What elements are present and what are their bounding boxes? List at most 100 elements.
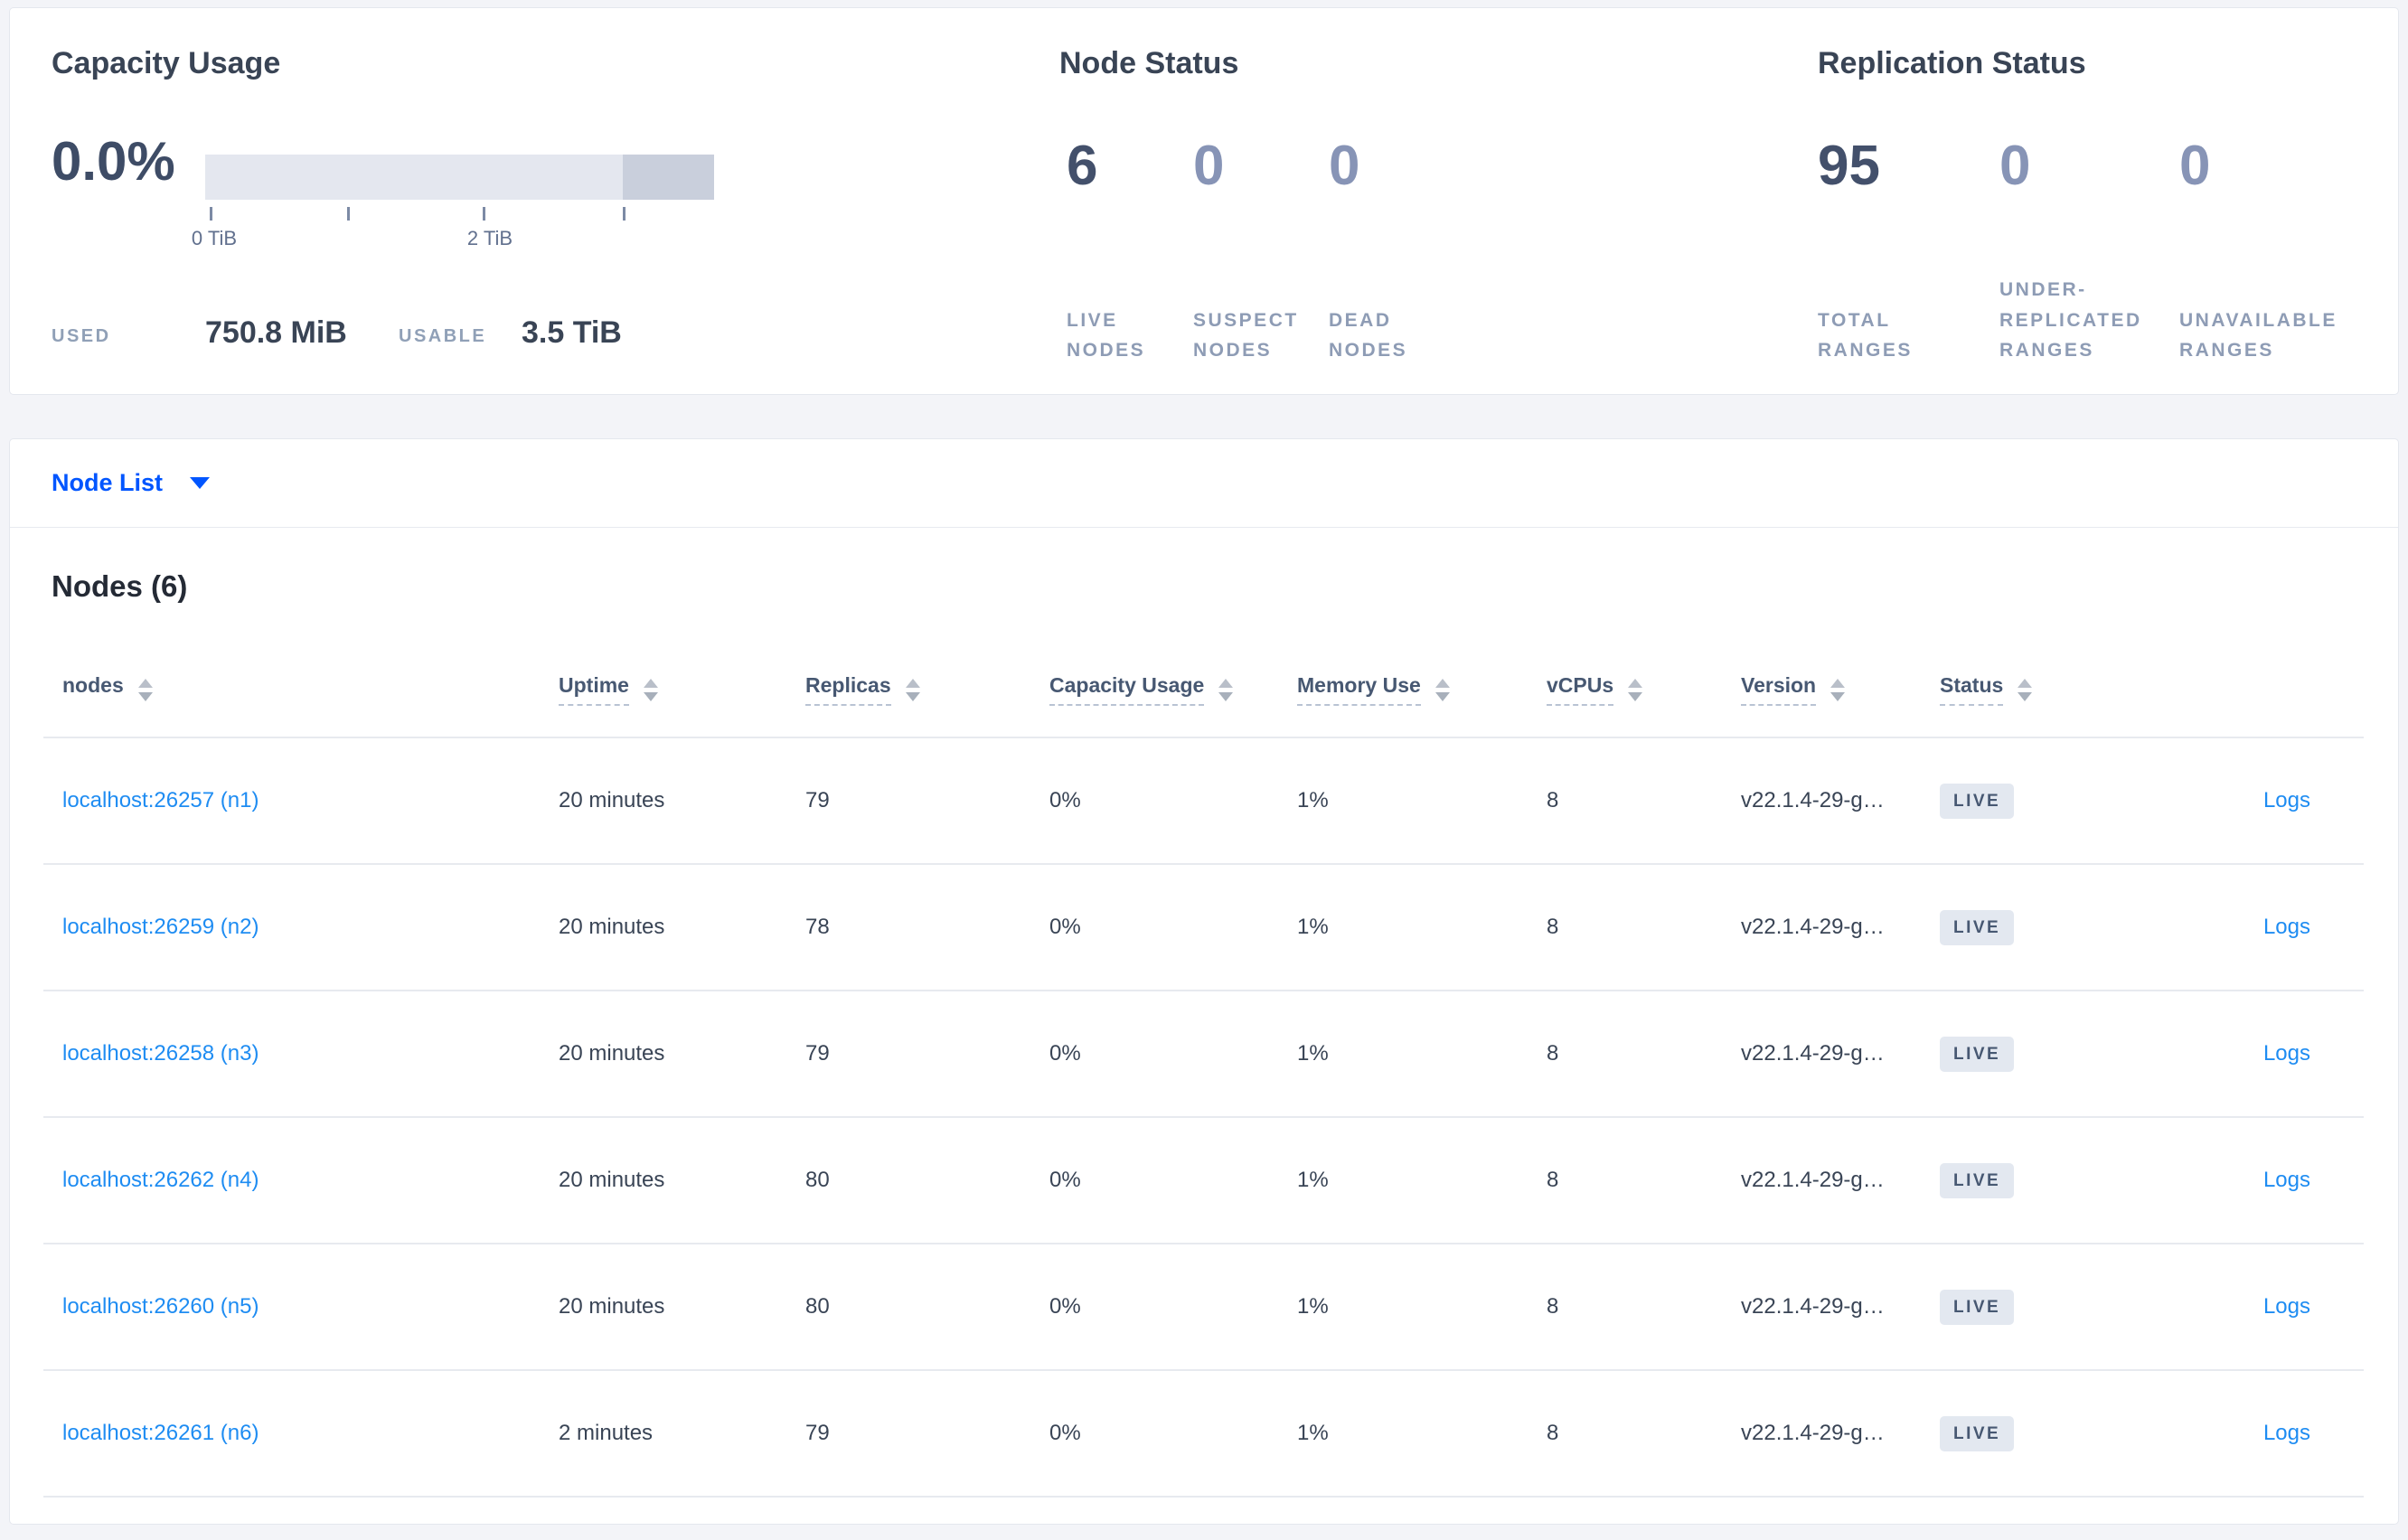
- replicas-cell: 79: [805, 1420, 830, 1445]
- capacity-usage-title: Capacity Usage: [52, 46, 281, 80]
- status-badge: LIVE: [1940, 1036, 2015, 1072]
- sort-icon: [905, 678, 920, 701]
- logs-link[interactable]: Logs: [2262, 1040, 2310, 1066]
- column-header-vcpus[interactable]: vCPUs: [1547, 673, 1741, 707]
- sort-icon: [1434, 678, 1450, 701]
- memory-use-cell: 1%: [1297, 1167, 1329, 1192]
- node-link[interactable]: localhost:26260 (n5): [62, 1293, 259, 1319]
- replication-status-card: Replication Status 95 TOTAL RANGES 0 UND…: [1818, 48, 2396, 373]
- node-list-dropdown[interactable]: Node List: [52, 469, 211, 496]
- node-list-panel: Node List Nodes (6) nodes Uptime Replica…: [9, 438, 2399, 1525]
- logs-link[interactable]: Logs: [2262, 1167, 2310, 1192]
- axis-tick: [623, 207, 626, 221]
- replication-stats: 95 TOTAL RANGES 0 UNDER-REPLICATED RANGE…: [1818, 138, 2396, 366]
- column-header-nodes[interactable]: nodes: [43, 673, 559, 707]
- column-header-uptime[interactable]: Uptime: [559, 673, 805, 707]
- capacity-bar-track: [205, 155, 714, 200]
- live-nodes-stat: 6 LIVE NODES: [1067, 138, 1186, 366]
- uptime-cell: 20 minutes: [559, 914, 665, 939]
- logs-link[interactable]: Logs: [2262, 914, 2310, 939]
- memory-use-cell: 1%: [1297, 1293, 1329, 1319]
- dead-nodes-value: 0: [1329, 135, 1360, 197]
- sort-icon: [1628, 678, 1643, 701]
- node-status-stats: 6 LIVE NODES 0 SUSPECT NODES 0 DEAD NODE…: [1059, 138, 1493, 366]
- sort-icon: [137, 678, 153, 701]
- version-cell: v22.1.4-29-g…: [1741, 1420, 1885, 1445]
- axis-tick: [210, 207, 212, 221]
- unavailable-ranges-value: 0: [2179, 135, 2211, 197]
- memory-use-cell: 1%: [1297, 914, 1329, 939]
- vcpus-cell: 8: [1547, 1040, 1559, 1066]
- uptime-cell: 20 minutes: [559, 1167, 665, 1192]
- column-header-memory-use[interactable]: Memory Use: [1297, 673, 1547, 707]
- memory-use-cell: 1%: [1297, 1420, 1329, 1445]
- capacity-legend: USED 750.8 MiB USABLE 3.5 TiB: [52, 315, 775, 361]
- axis-tick: [347, 207, 350, 221]
- node-link[interactable]: localhost:26258 (n3): [62, 1040, 259, 1066]
- nodes-table: nodes Uptime Replicas Capacity Usage Mem…: [43, 643, 2364, 1498]
- used-value: 750.8 MiB: [205, 315, 347, 350]
- table-row: localhost:26261 (n6) 2 minutes 79 0% 1% …: [43, 1371, 2364, 1498]
- suspect-nodes-value: 0: [1193, 135, 1225, 197]
- dead-nodes-label: DEAD NODES: [1329, 309, 1408, 362]
- axis-tick: [483, 207, 485, 221]
- usable-label: USABLE: [399, 326, 487, 346]
- uptime-cell: 20 minutes: [559, 1040, 665, 1066]
- node-link[interactable]: localhost:26262 (n4): [62, 1167, 259, 1192]
- capacity-percent: 0.0%: [52, 131, 175, 192]
- suspect-nodes-label: SUSPECT NODES: [1193, 309, 1299, 362]
- under-replicated-ranges-label: UNDER-REPLICATED RANGES: [1999, 279, 2142, 362]
- under-replicated-ranges-stat: 0 UNDER-REPLICATED RANGES: [1999, 138, 2177, 366]
- status-badge: LIVE: [1940, 1289, 2015, 1325]
- table-row: localhost:26262 (n4) 20 minutes 80 0% 1%…: [43, 1118, 2364, 1244]
- nodes-count-heading: Nodes (6): [52, 569, 188, 603]
- capacity-usage-cell: 0%: [1049, 914, 1081, 939]
- replicas-cell: 80: [805, 1167, 830, 1192]
- status-badge: LIVE: [1940, 1415, 2015, 1451]
- nodes-table-header-row: nodes Uptime Replicas Capacity Usage Mem…: [43, 643, 2364, 738]
- column-header-replicas[interactable]: Replicas: [805, 673, 1049, 707]
- dead-nodes-stat: 0 DEAD NODES: [1329, 138, 1448, 366]
- node-status-card: Node Status 6 LIVE NODES 0 SUSPECT NODES…: [1059, 48, 1493, 373]
- version-cell: v22.1.4-29-g…: [1741, 787, 1885, 812]
- vcpus-cell: 8: [1547, 1293, 1559, 1319]
- used-label: USED: [52, 326, 111, 346]
- capacity-usage-cell: 0%: [1049, 787, 1081, 812]
- live-nodes-value: 6: [1067, 135, 1098, 197]
- capacity-usage-cell: 0%: [1049, 1420, 1081, 1445]
- replicas-cell: 79: [805, 1040, 830, 1066]
- node-link[interactable]: localhost:26259 (n2): [62, 914, 259, 939]
- vcpus-cell: 8: [1547, 1420, 1559, 1445]
- node-list-dropdown-label: Node List: [52, 469, 164, 496]
- uptime-cell: 20 minutes: [559, 1293, 665, 1319]
- sort-icon: [1218, 678, 1234, 701]
- column-header-version[interactable]: Version: [1741, 673, 1940, 707]
- logs-link[interactable]: Logs: [2262, 1293, 2310, 1319]
- capacity-usage-cell: 0%: [1049, 1293, 1081, 1319]
- total-ranges-stat: 95 TOTAL RANGES: [1818, 138, 1980, 366]
- table-row: localhost:26257 (n1) 20 minutes 79 0% 1%…: [43, 738, 2364, 865]
- logs-link[interactable]: Logs: [2262, 787, 2310, 812]
- replicas-cell: 79: [805, 787, 830, 812]
- under-replicated-ranges-value: 0: [1999, 135, 2031, 197]
- total-ranges-label: TOTAL RANGES: [1818, 309, 1913, 362]
- memory-use-cell: 1%: [1297, 787, 1329, 812]
- sort-icon: [1830, 678, 1846, 701]
- table-row: localhost:26259 (n2) 20 minutes 78 0% 1%…: [43, 865, 2364, 991]
- node-link[interactable]: localhost:26261 (n6): [62, 1420, 259, 1445]
- version-cell: v22.1.4-29-g…: [1741, 1167, 1885, 1192]
- capacity-usage-card: Capacity Usage 0.0% 0 TiB 2 TiB USED 750…: [52, 48, 775, 373]
- node-list-header: Node List: [10, 439, 2398, 528]
- status-badge: LIVE: [1940, 783, 2015, 819]
- logs-link[interactable]: Logs: [2262, 1420, 2310, 1445]
- total-ranges-value: 95: [1818, 135, 1880, 197]
- capacity-bar-chart: 0 TiB 2 TiB: [192, 155, 714, 263]
- vcpus-cell: 8: [1547, 787, 1559, 812]
- usable-value: 3.5 TiB: [522, 315, 622, 350]
- column-header-status[interactable]: Status: [1940, 673, 2139, 707]
- node-link[interactable]: localhost:26257 (n1): [62, 787, 259, 812]
- column-header-capacity-usage[interactable]: Capacity Usage: [1049, 673, 1297, 707]
- status-badge: LIVE: [1940, 1162, 2015, 1198]
- capacity-usage-cell: 0%: [1049, 1040, 1081, 1066]
- capacity-bar-used-segment: [623, 155, 714, 200]
